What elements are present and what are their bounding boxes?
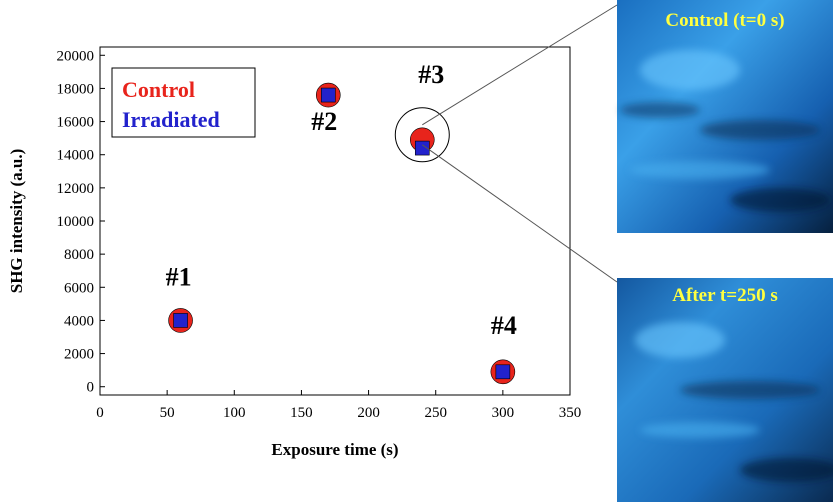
marker-irradiated: [321, 88, 335, 102]
y-tick-label: 2000: [64, 347, 94, 363]
point-annotation: #4: [491, 311, 517, 340]
point-annotation: #2: [311, 107, 337, 136]
y-tick-label: 12000: [57, 181, 95, 197]
x-tick-label: 150: [290, 405, 313, 421]
page: {"chart_data": {"type": "scatter", "xlab…: [0, 0, 833, 502]
x-tick-label: 50: [160, 405, 175, 421]
y-tick-label: 18000: [57, 81, 95, 97]
x-tick-label: 200: [357, 405, 380, 421]
callout-line: [422, 5, 617, 125]
image-label: Control (t=0 s): [665, 10, 784, 31]
callout-line: [422, 145, 617, 282]
y-tick-label: 20000: [57, 48, 95, 64]
point-annotation: #3: [418, 60, 444, 89]
y-axis-label: SHG intensity (a.u.): [7, 149, 26, 294]
image-control: Control (t=0 s): [617, 0, 833, 233]
y-tick-label: 6000: [64, 280, 94, 296]
figure: Control (t=0 s) After t=250 s Exposure t…: [0, 0, 833, 502]
y-tick-label: 10000: [57, 214, 95, 230]
y-tick-label: 8000: [64, 247, 94, 263]
x-tick-label: 350: [559, 405, 582, 421]
marker-irradiated: [174, 313, 188, 327]
y-tick-label: 14000: [57, 148, 95, 164]
marker-irradiated: [496, 365, 510, 379]
legend-entry: Control: [122, 77, 195, 102]
legend-entry: Irradiated: [122, 107, 220, 132]
x-tick-label: 0: [96, 405, 104, 421]
image-label: After t=250 s: [672, 285, 777, 306]
x-tick-label: 100: [223, 405, 246, 421]
point-annotation: #1: [166, 262, 192, 291]
image-irradiated: After t=250 s: [617, 278, 833, 502]
y-tick-label: 0: [87, 380, 95, 396]
x-tick-label: 250: [424, 405, 447, 421]
y-tick-label: 16000: [57, 115, 95, 131]
x-tick-label: 300: [492, 405, 515, 421]
x-axis-label: Exposure time (s): [271, 440, 398, 459]
y-tick-label: 4000: [64, 313, 94, 329]
